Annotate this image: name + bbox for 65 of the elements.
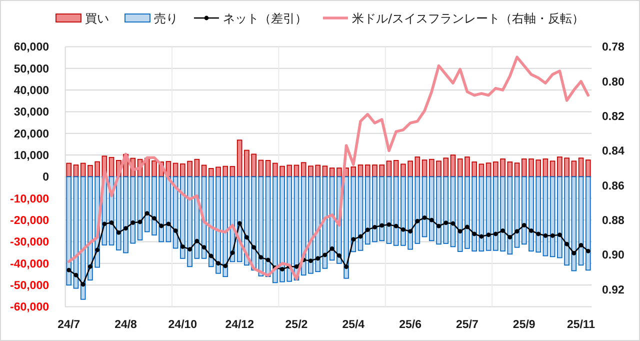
y-tick-label: 20,000 [14,128,49,140]
bar [393,176,399,246]
bar [66,176,72,286]
y2-tick-label: 0.88 [602,215,625,228]
bar [386,176,392,244]
y-tick-label: -40,000 [10,258,49,270]
x-tick-label: 24/12 [225,319,254,331]
bar [585,176,591,271]
x-tick-label: 24/10 [168,319,198,331]
bar [236,140,242,178]
x-tick-label: 25/6 [399,319,422,331]
legend-label: 米ドル/スイスフランレート（右軸・反転） [352,11,584,26]
bar [137,176,143,240]
y2-tick-label: 0.86 [602,180,624,192]
bar [358,176,364,251]
bar [258,176,264,276]
y2-tick-label: 0.84 [602,146,625,158]
x-tick-label: 25/11 [566,319,596,331]
y2-tick-label: 0.82 [602,111,624,124]
bar [80,176,86,300]
x-tick-label: 25/2 [285,319,308,331]
y2-tick-label: 0.92 [602,284,624,296]
bar [542,176,548,256]
bar [422,176,428,238]
bar [73,176,79,289]
bar [585,160,591,178]
x-tick-label: 25/4 [342,319,366,331]
bar [66,162,72,178]
x-tick-label: 24/7 [58,319,80,331]
y-tick-label: 30,000 [14,106,49,119]
y-tick-label: 50,000 [14,63,49,76]
y-tick-label: -60,000 [10,302,49,314]
y-tick-label: 60,000 [14,42,49,54]
legend-label: ネット（差引） [222,11,307,26]
bar [571,176,577,272]
y2-tick-label: 0.90 [602,250,624,262]
bar [578,176,584,266]
bar [265,176,271,278]
y2-tick-label: 0.78 [602,42,625,54]
bar [450,154,456,178]
y2-tick-label: 0.80 [602,76,624,88]
y-tick-label: -50,000 [10,280,49,292]
legend-label: 買い [84,11,109,26]
bar [336,168,342,178]
legend-label: 売り [154,11,178,26]
y-tick-label: -20,000 [10,215,49,228]
y-tick-label: 40,000 [14,85,49,98]
bar [550,176,556,258]
bar [414,156,420,178]
y-tick-label: 10,000 [14,150,49,162]
x-tick-label: 25/7 [456,319,478,331]
bar [450,176,456,248]
bar [478,176,484,252]
bar [322,176,328,269]
x-tick-label: 24/8 [114,319,138,331]
y-tick-label: -10,000 [10,193,49,206]
y-tick-label: 0 [42,172,49,184]
x-tick-label: 25/9 [512,319,536,331]
bar [414,176,420,244]
line-series [67,56,590,280]
y-tick-label: -30,000 [10,236,49,249]
bar [578,158,584,178]
bar [514,176,520,248]
bar [486,176,492,251]
bar [329,176,335,261]
